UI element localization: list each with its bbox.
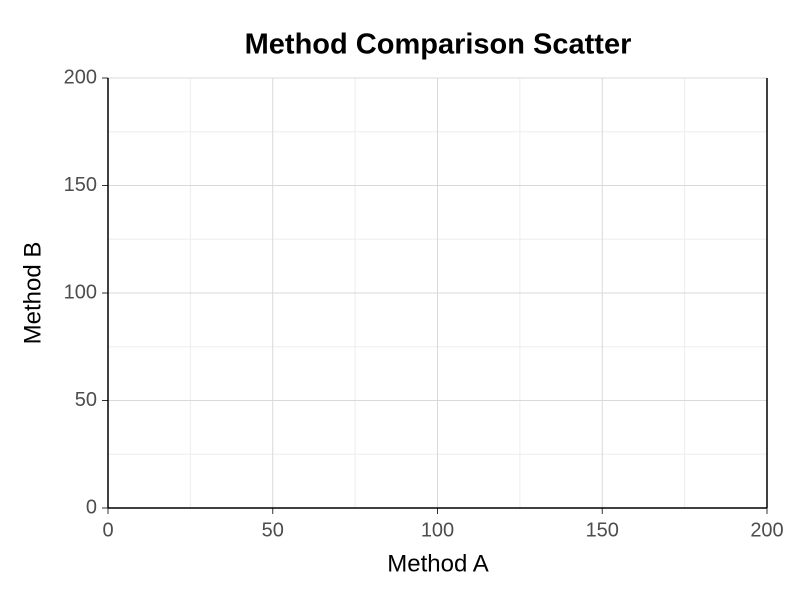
y-tick-label: 150 xyxy=(64,174,97,196)
x-tick-label: 200 xyxy=(750,519,783,541)
y-tick-label: 50 xyxy=(75,389,97,411)
x-tick-label: 50 xyxy=(262,519,284,541)
x-tick-label: 150 xyxy=(586,519,619,541)
x-tick-label: 0 xyxy=(102,519,113,541)
y-tick-label: 200 xyxy=(64,66,97,88)
y-tick-label: 0 xyxy=(86,496,97,518)
chart-title: Method Comparison Scatter xyxy=(245,29,632,61)
x-tick-label: 100 xyxy=(421,519,454,541)
y-axis-label: Method B xyxy=(19,242,46,345)
y-tick-label: 100 xyxy=(64,281,97,303)
x-axis-label: Method A xyxy=(387,550,488,577)
